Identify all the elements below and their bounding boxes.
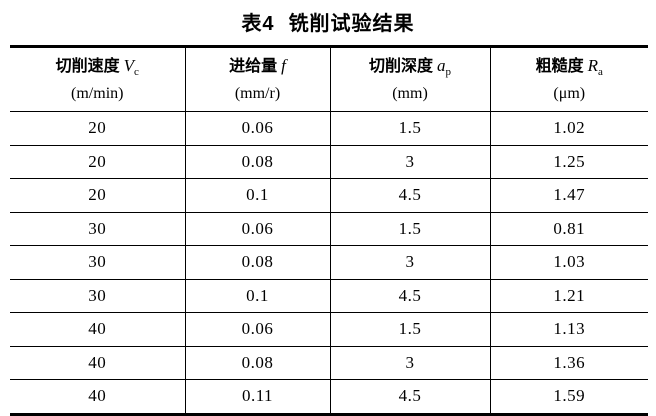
table-cell: 1.47 bbox=[489, 178, 648, 213]
column-header-roughness: 粗糙度 Ra (μm) bbox=[489, 46, 648, 112]
table-cell: 30 bbox=[10, 278, 186, 313]
table-cell: 0.08 bbox=[184, 144, 331, 179]
table-row: 20 0.06 1.5 1.02 bbox=[10, 111, 648, 146]
table-cell: 0.11 bbox=[184, 379, 331, 415]
column-header-cutting-speed: 切削速度 Vc (m/min) bbox=[10, 46, 186, 112]
table-cell: 4.5 bbox=[329, 278, 491, 313]
column-header-feed-rate: 进给量 f (mm/r) bbox=[184, 46, 331, 112]
table-cell: 40 bbox=[10, 312, 186, 347]
table-body: 20 0.06 1.5 1.02 20 0.08 3 1.25 20 0.1 4… bbox=[10, 111, 648, 415]
table-row: 40 0.06 1.5 1.13 bbox=[10, 312, 648, 347]
table-title: 表4 铣削试验结果 bbox=[0, 0, 656, 45]
column-label: 切削速度 bbox=[55, 57, 120, 75]
table-cell: 0.81 bbox=[489, 211, 648, 246]
table-cell: 0.08 bbox=[184, 245, 331, 280]
column-symbol: R bbox=[587, 55, 598, 75]
table-cell: 0.1 bbox=[184, 178, 331, 213]
column-symbol-subscript: p bbox=[445, 65, 452, 78]
table-row: 30 0.06 1.5 0.81 bbox=[10, 211, 648, 246]
table-cell: 4.5 bbox=[329, 178, 491, 213]
table-cell: 1.59 bbox=[489, 379, 648, 415]
table-cell: 1.13 bbox=[489, 312, 648, 347]
column-unit: (μm) bbox=[553, 84, 586, 102]
table-cell: 30 bbox=[10, 211, 186, 246]
table-cell: 0.06 bbox=[184, 312, 331, 347]
table-cell: 1.21 bbox=[489, 278, 648, 313]
table-cell: 1.5 bbox=[329, 211, 491, 246]
table-cell: 30 bbox=[10, 245, 186, 280]
header-row: 切削速度 Vc (m/min) 进给量 f (mm/r) 切削深度 ap (mm) 粗… bbox=[10, 46, 648, 112]
column-unit: (mm) bbox=[392, 84, 428, 102]
table-row: 20 0.08 3 1.25 bbox=[10, 144, 648, 179]
table-cell: 3 bbox=[329, 144, 491, 179]
column-symbol-subscript: c bbox=[134, 65, 139, 78]
table-cell: 0.08 bbox=[184, 345, 331, 380]
table-cell: 20 bbox=[10, 144, 186, 179]
column-symbol: f bbox=[281, 55, 286, 75]
table-title-text: 铣削试验结果 bbox=[288, 13, 415, 35]
column-symbol-subscript: a bbox=[598, 65, 603, 78]
table-row: 30 0.08 3 1.03 bbox=[10, 245, 648, 280]
table-cell: 4.5 bbox=[329, 379, 491, 415]
table-cell: 40 bbox=[10, 345, 186, 380]
table-cell: 0.06 bbox=[184, 211, 331, 246]
table-cell: 1.02 bbox=[489, 111, 648, 146]
table-row: 20 0.1 4.5 1.47 bbox=[10, 178, 648, 213]
column-label: 切削深度 bbox=[368, 57, 433, 75]
table-cell: 0.06 bbox=[184, 111, 331, 146]
table-cell: 1.36 bbox=[489, 345, 648, 380]
column-unit: (m/min) bbox=[71, 84, 124, 102]
table-header: 切削速度 Vc (m/min) 进给量 f (mm/r) 切削深度 ap (mm) 粗… bbox=[10, 46, 648, 112]
table-cell: 3 bbox=[329, 345, 491, 380]
table-cell: 20 bbox=[10, 111, 186, 146]
column-unit: (mm/r) bbox=[234, 84, 281, 102]
table-cell: 20 bbox=[10, 178, 186, 213]
table-cell: 1.5 bbox=[329, 312, 491, 347]
table-cell: 40 bbox=[10, 379, 186, 415]
results-table: 切削速度 Vc (m/min) 进给量 f (mm/r) 切削深度 ap (mm) 粗… bbox=[10, 45, 648, 416]
table-cell: 1.03 bbox=[489, 245, 648, 280]
table-number: 表4 bbox=[241, 13, 275, 35]
column-label: 粗糙度 bbox=[535, 57, 584, 75]
table-cell: 3 bbox=[329, 245, 491, 280]
table-row: 40 0.11 4.5 1.59 bbox=[10, 379, 648, 415]
table-cell: 1.25 bbox=[489, 144, 648, 179]
column-symbol: a bbox=[437, 55, 446, 75]
column-symbol: V bbox=[123, 55, 134, 75]
column-header-cutting-depth: 切削深度 ap (mm) bbox=[329, 46, 491, 112]
table-row: 40 0.08 3 1.36 bbox=[10, 345, 648, 380]
column-label: 进给量 bbox=[229, 57, 278, 75]
table-cell: 1.5 bbox=[329, 111, 491, 146]
table-row: 30 0.1 4.5 1.21 bbox=[10, 278, 648, 313]
table-cell: 0.1 bbox=[184, 278, 331, 313]
